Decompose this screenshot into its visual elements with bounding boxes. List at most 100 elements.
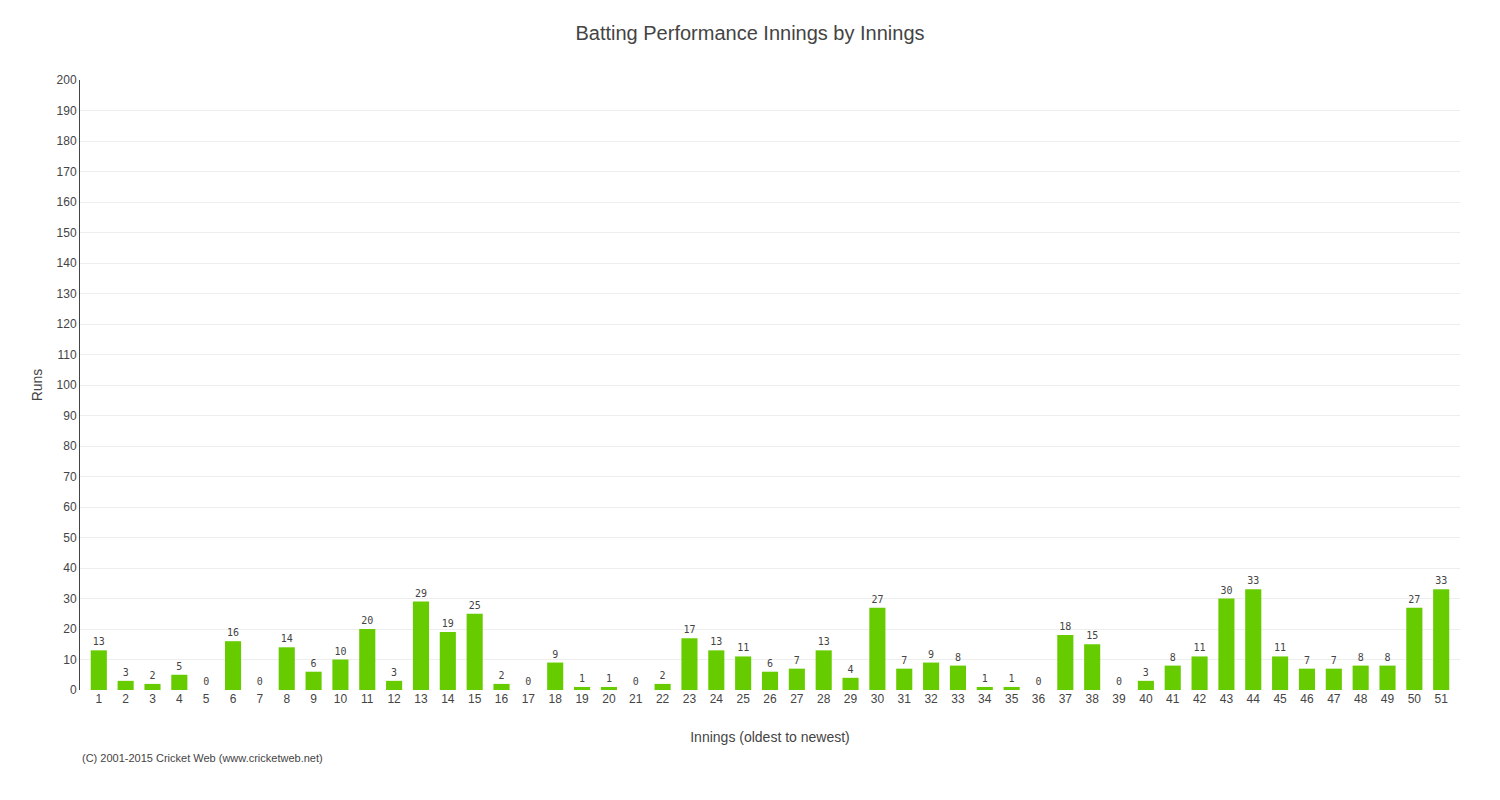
svg-text:47: 47 [1327, 692, 1341, 706]
svg-text:Batting Performance Innings by: Batting Performance Innings by Innings [575, 22, 924, 44]
svg-text:39: 39 [1112, 692, 1126, 706]
svg-text:130: 130 [57, 287, 77, 301]
svg-text:14: 14 [441, 692, 455, 706]
svg-text:2: 2 [660, 670, 666, 681]
svg-text:190: 190 [57, 104, 77, 118]
svg-text:0: 0 [633, 676, 639, 687]
svg-text:15: 15 [468, 692, 482, 706]
svg-text:27: 27 [871, 594, 883, 605]
svg-text:2: 2 [122, 692, 129, 706]
svg-text:10: 10 [334, 692, 348, 706]
svg-text:48: 48 [1354, 692, 1368, 706]
svg-text:33: 33 [1247, 575, 1259, 586]
svg-text:(C) 2001-2015 Cricket Web (www: (C) 2001-2015 Cricket Web (www.cricketwe… [82, 752, 323, 764]
svg-text:37: 37 [1059, 692, 1073, 706]
svg-text:44: 44 [1247, 692, 1261, 706]
svg-text:110: 110 [57, 348, 76, 362]
svg-text:80: 80 [63, 439, 77, 453]
svg-text:5: 5 [176, 661, 182, 672]
svg-text:30: 30 [871, 692, 885, 706]
svg-text:20: 20 [63, 622, 77, 636]
svg-text:10: 10 [63, 653, 77, 667]
svg-text:Innings (oldest to newest): Innings (oldest to newest) [690, 729, 850, 745]
svg-text:9: 9 [552, 649, 558, 660]
svg-text:0: 0 [525, 676, 531, 687]
svg-text:33: 33 [1435, 575, 1447, 586]
svg-text:7: 7 [794, 655, 800, 666]
svg-text:29: 29 [844, 692, 858, 706]
svg-text:7: 7 [901, 655, 907, 666]
svg-text:3: 3 [391, 667, 397, 678]
svg-text:1: 1 [982, 673, 988, 684]
svg-text:32: 32 [924, 692, 938, 706]
svg-text:43: 43 [1220, 692, 1234, 706]
svg-text:0: 0 [1035, 676, 1041, 687]
svg-text:0: 0 [1116, 676, 1122, 687]
svg-text:42: 42 [1193, 692, 1207, 706]
svg-text:18: 18 [549, 692, 563, 706]
svg-text:19: 19 [442, 618, 454, 629]
svg-text:21: 21 [629, 692, 643, 706]
svg-text:46: 46 [1300, 692, 1314, 706]
svg-text:25: 25 [469, 600, 481, 611]
svg-text:1: 1 [1009, 673, 1015, 684]
svg-text:160: 160 [57, 195, 77, 209]
svg-text:45: 45 [1273, 692, 1287, 706]
svg-text:13: 13 [710, 636, 722, 647]
svg-text:90: 90 [63, 409, 77, 423]
svg-text:170: 170 [57, 165, 77, 179]
svg-text:13: 13 [93, 636, 105, 647]
svg-text:200: 200 [57, 73, 77, 87]
svg-text:0: 0 [203, 676, 209, 687]
svg-text:40: 40 [63, 561, 77, 575]
svg-text:0: 0 [70, 683, 77, 697]
svg-text:16: 16 [495, 692, 509, 706]
svg-text:100: 100 [57, 378, 77, 392]
svg-text:2: 2 [498, 670, 504, 681]
svg-text:34: 34 [978, 692, 992, 706]
svg-text:3: 3 [1143, 667, 1149, 678]
svg-text:3: 3 [123, 667, 129, 678]
svg-text:51: 51 [1435, 692, 1449, 706]
svg-text:9: 9 [310, 692, 317, 706]
svg-text:30: 30 [63, 592, 77, 606]
svg-text:31: 31 [898, 692, 912, 706]
svg-text:38: 38 [1086, 692, 1100, 706]
svg-text:17: 17 [522, 692, 536, 706]
svg-text:3: 3 [149, 692, 156, 706]
svg-text:8: 8 [1358, 652, 1364, 663]
svg-text:8: 8 [1384, 652, 1390, 663]
svg-text:1: 1 [95, 692, 102, 706]
svg-text:18: 18 [1059, 621, 1071, 632]
svg-text:7: 7 [1331, 655, 1337, 666]
svg-text:7: 7 [1304, 655, 1310, 666]
svg-text:24: 24 [710, 692, 724, 706]
svg-text:27: 27 [790, 692, 804, 706]
svg-text:6: 6 [311, 658, 317, 669]
svg-text:36: 36 [1032, 692, 1046, 706]
svg-text:27: 27 [1408, 594, 1420, 605]
svg-text:15: 15 [1086, 630, 1098, 641]
svg-text:41: 41 [1166, 692, 1180, 706]
svg-text:1: 1 [579, 673, 585, 684]
svg-text:150: 150 [57, 226, 77, 240]
svg-text:25: 25 [736, 692, 750, 706]
svg-text:40: 40 [1139, 692, 1153, 706]
svg-text:9: 9 [928, 649, 934, 660]
svg-text:180: 180 [57, 134, 77, 148]
svg-text:60: 60 [63, 500, 77, 514]
svg-text:50: 50 [1408, 692, 1422, 706]
svg-text:14: 14 [281, 633, 293, 644]
svg-text:6: 6 [230, 692, 237, 706]
svg-text:20: 20 [602, 692, 616, 706]
svg-text:120: 120 [57, 317, 77, 331]
svg-text:11: 11 [361, 692, 374, 706]
svg-text:4: 4 [176, 692, 183, 706]
svg-text:17: 17 [683, 624, 695, 635]
svg-text:70: 70 [63, 470, 77, 484]
svg-text:49: 49 [1381, 692, 1395, 706]
svg-text:19: 19 [575, 692, 589, 706]
svg-text:26: 26 [763, 692, 777, 706]
svg-text:140: 140 [57, 256, 77, 270]
svg-text:35: 35 [1005, 692, 1019, 706]
